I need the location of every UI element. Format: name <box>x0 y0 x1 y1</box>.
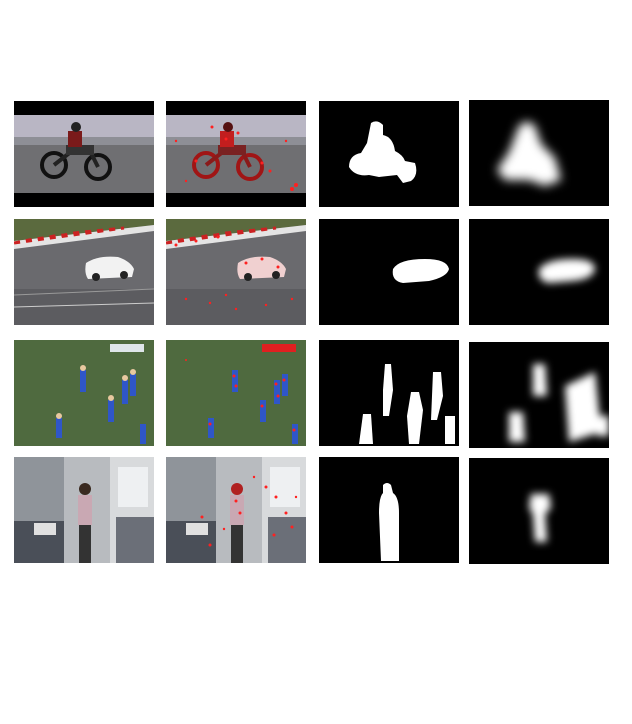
motorcycle-frame-image <box>14 101 154 207</box>
row3-mask <box>319 340 459 446</box>
row2-mask <box>319 219 459 325</box>
row1-features <box>166 101 306 207</box>
office-ground-truth-mask <box>319 457 459 563</box>
soccer-feature-points-image <box>166 340 306 446</box>
row2-saliency <box>469 219 609 325</box>
row1-frame <box>14 101 154 207</box>
motorcycle-ground-truth-mask <box>319 101 459 207</box>
motorcycle-saliency-map <box>469 100 609 206</box>
office-frame-image <box>14 457 154 563</box>
row4-mask <box>319 457 459 563</box>
row3-frame <box>14 340 154 446</box>
row3-saliency <box>469 342 609 448</box>
row4-features <box>166 457 306 563</box>
row2-frame <box>14 219 154 325</box>
row1-saliency <box>469 100 609 206</box>
soccer-saliency-map <box>469 342 609 448</box>
row4-saliency <box>469 458 609 564</box>
row3-features <box>166 340 306 446</box>
office-saliency-map <box>469 458 609 564</box>
car-frame-image <box>14 219 154 325</box>
car-feature-points-image <box>166 219 306 325</box>
motorcycle-feature-points-image <box>166 101 306 207</box>
soccer-frame-image <box>14 340 154 446</box>
car-ground-truth-mask <box>319 219 459 325</box>
row1-mask <box>319 101 459 207</box>
car-saliency-map <box>469 219 609 325</box>
soccer-ground-truth-mask <box>319 340 459 446</box>
row4-frame <box>14 457 154 563</box>
office-feature-points-image <box>166 457 306 563</box>
row2-features <box>166 219 306 325</box>
